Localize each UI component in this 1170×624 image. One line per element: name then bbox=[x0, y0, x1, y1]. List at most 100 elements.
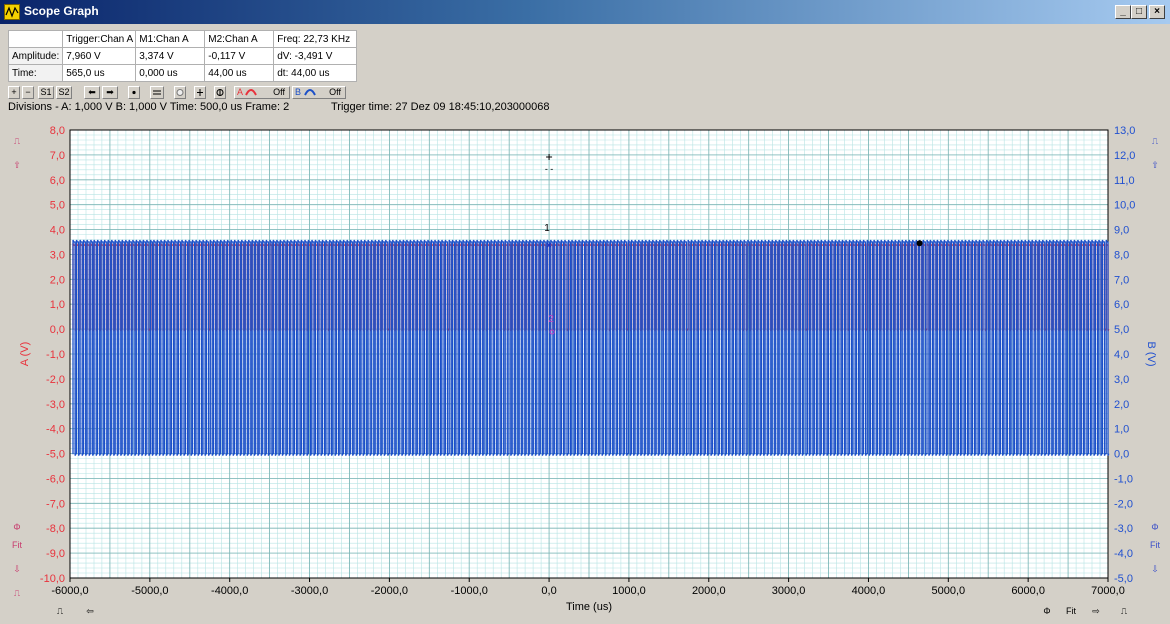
y-left-tick-label: 2,0 bbox=[50, 274, 65, 286]
right-channel-scale-icon[interactable]: ⎍ bbox=[1151, 136, 1159, 146]
bottom-scroll-right-icon[interactable]: ⇨ bbox=[1092, 606, 1100, 616]
y-left-tick-label: 1,0 bbox=[50, 299, 65, 311]
x-tick-label: 5000,0 bbox=[931, 585, 965, 597]
marker-1-label: 1 bbox=[544, 223, 550, 234]
left-pulse-icon[interactable]: ⎍ bbox=[13, 588, 21, 598]
y-right-tick-label: 0,0 bbox=[1114, 449, 1129, 461]
marker-1-cross bbox=[546, 242, 552, 248]
y-left-tick-label: -5,0 bbox=[46, 449, 65, 461]
x-tick-label: -1000,0 bbox=[451, 585, 488, 597]
y-left-tick-label: 3,0 bbox=[50, 249, 65, 261]
y-left-tick-label: -9,0 bbox=[46, 548, 65, 560]
y-left-tick-label: -1,0 bbox=[46, 349, 65, 361]
row-label-time: Time: bbox=[7, 64, 64, 82]
left-channel-scale-icon[interactable]: ⎍ bbox=[13, 136, 21, 146]
s2-button[interactable]: S2 bbox=[56, 86, 72, 99]
y-left-tick-label: -8,0 bbox=[46, 523, 65, 535]
channel-b-toggle[interactable]: B Off bbox=[292, 86, 346, 99]
y-right-tick-label: 2,0 bbox=[1114, 399, 1129, 411]
y-right-tick-label: 5,0 bbox=[1114, 324, 1129, 336]
measurement-table: Trigger:Chan A M1:Chan A M2:Chan A Freq:… bbox=[7, 30, 358, 82]
y-right-tick-label: -3,0 bbox=[1114, 523, 1133, 535]
x-tick-label: -3000,0 bbox=[291, 585, 328, 597]
bottom-scroll-left-icon[interactable]: ⇦ bbox=[86, 606, 94, 616]
channel-a-toggle[interactable]: A Off bbox=[234, 86, 290, 99]
y-left-tick-label: 0,0 bbox=[50, 324, 65, 336]
x-tick-label: 6000,0 bbox=[1011, 585, 1045, 597]
maximize-button[interactable]: □ bbox=[1131, 5, 1147, 19]
x-tick-label: -5000,0 bbox=[131, 585, 168, 597]
y-right-tick-label: -5,0 bbox=[1114, 573, 1133, 585]
right-scroll-down-icon[interactable]: ⇩ bbox=[1151, 564, 1159, 574]
x-tick-label: 1000,0 bbox=[612, 585, 646, 597]
y-left-tick-label: -4,0 bbox=[46, 424, 65, 436]
bottom-fit-button[interactable]: Fit bbox=[1066, 606, 1076, 616]
left-fit-button[interactable]: Fit bbox=[12, 540, 22, 550]
header-m2: M2:Chan A bbox=[204, 30, 275, 48]
crosshair-icon[interactable] bbox=[214, 86, 226, 99]
x-tick-label: 0,0 bbox=[541, 585, 556, 597]
y-right-tick-label: 12,0 bbox=[1114, 150, 1135, 162]
y-right-tick-label: 11,0 bbox=[1114, 175, 1135, 187]
scroll-left-button[interactable]: ⬅ bbox=[84, 86, 100, 99]
window-title: Scope Graph bbox=[24, 4, 99, 18]
time-delta: dt: 44,00 us bbox=[273, 64, 358, 82]
x-tick-label: -6000,0 bbox=[51, 585, 88, 597]
y-right-tick-label: -1,0 bbox=[1114, 473, 1133, 485]
y-left-tick-label: -10,0 bbox=[40, 573, 65, 585]
right-scroll-up-icon[interactable]: ⇧ bbox=[1151, 160, 1159, 170]
lines-icon[interactable] bbox=[150, 86, 164, 99]
row-label-amplitude: Amplitude: bbox=[7, 47, 64, 65]
y-right-tick-label: 8,0 bbox=[1114, 249, 1129, 261]
x-tick-label: 3000,0 bbox=[772, 585, 806, 597]
divisions-status: Divisions - A: 1,000 V B: 1,000 V Time: … bbox=[8, 101, 290, 113]
time-m1: 0,000 us bbox=[135, 64, 206, 82]
close-button[interactable]: × bbox=[1149, 5, 1165, 19]
y-right-tick-label: 10,0 bbox=[1114, 200, 1135, 212]
y-left-tick-label: 4,0 bbox=[50, 225, 65, 237]
y-left-tick-label: -6,0 bbox=[46, 473, 65, 485]
y-left-tick-label: 8,0 bbox=[50, 125, 65, 137]
scroll-right-button[interactable]: ➡ bbox=[102, 86, 118, 99]
y-right-tick-label: 7,0 bbox=[1114, 274, 1129, 286]
marker-2-label: 2 bbox=[548, 314, 554, 325]
bottom-step-icon[interactable]: ⎍ bbox=[1120, 606, 1128, 616]
right-fit-button[interactable]: Fit bbox=[1150, 540, 1160, 550]
marker-2-circle bbox=[549, 329, 555, 335]
x-tick-label: 2000,0 bbox=[692, 585, 726, 597]
x-tick-label: -2000,0 bbox=[371, 585, 408, 597]
s1-button[interactable]: S1 bbox=[38, 86, 54, 99]
trigger-level-mark: - - bbox=[545, 164, 554, 174]
left-scroll-down-icon[interactable]: ⇩ bbox=[13, 564, 21, 574]
channel-b-state: Off bbox=[329, 87, 341, 97]
x-axis-title: Time (us) bbox=[566, 601, 612, 613]
minimize-button[interactable]: _ bbox=[1115, 5, 1131, 19]
cursor-icon[interactable] bbox=[194, 86, 206, 99]
zoom-out-button[interactable]: − bbox=[22, 86, 34, 99]
bottom-phase-icon[interactable]: Φ bbox=[1043, 606, 1051, 616]
header-m1: M1:Chan A bbox=[135, 30, 206, 48]
right-phase-icon[interactable]: Φ bbox=[1151, 522, 1159, 532]
y-right-tick-label: -2,0 bbox=[1114, 498, 1133, 510]
zoom-in-button[interactable]: + bbox=[8, 86, 20, 99]
y-left-tick-label: 5,0 bbox=[50, 200, 65, 212]
header-blank bbox=[7, 30, 64, 48]
y-right-tick-label: 6,0 bbox=[1114, 299, 1129, 311]
y-right-tick-label: 1,0 bbox=[1114, 424, 1129, 436]
left-scroll-up-icon[interactable]: ⇧ bbox=[13, 160, 21, 170]
x-tick-label: -4000,0 bbox=[211, 585, 248, 597]
channel-a-state: Off bbox=[273, 87, 285, 97]
y-right-tick-label: 3,0 bbox=[1114, 374, 1129, 386]
round-button-icon[interactable] bbox=[174, 86, 186, 99]
y-left-axis-title: A (V) bbox=[19, 342, 31, 366]
scope-app-icon bbox=[4, 4, 20, 20]
title-bar: Scope Graph _ □ × bbox=[0, 0, 1170, 24]
header-trigger: Trigger:Chan A bbox=[62, 30, 137, 48]
left-phase-icon[interactable]: Φ bbox=[13, 522, 21, 532]
trigger-time-status: Trigger time: 27 Dez 09 18:45:10,2030000… bbox=[331, 101, 550, 113]
y-left-tick-label: -2,0 bbox=[46, 374, 65, 386]
y-right-axis-title: B (V) bbox=[1145, 341, 1157, 366]
marker-dot-icon[interactable] bbox=[128, 86, 140, 99]
bottom-pulse-icon[interactable]: ⎍ bbox=[56, 606, 64, 616]
